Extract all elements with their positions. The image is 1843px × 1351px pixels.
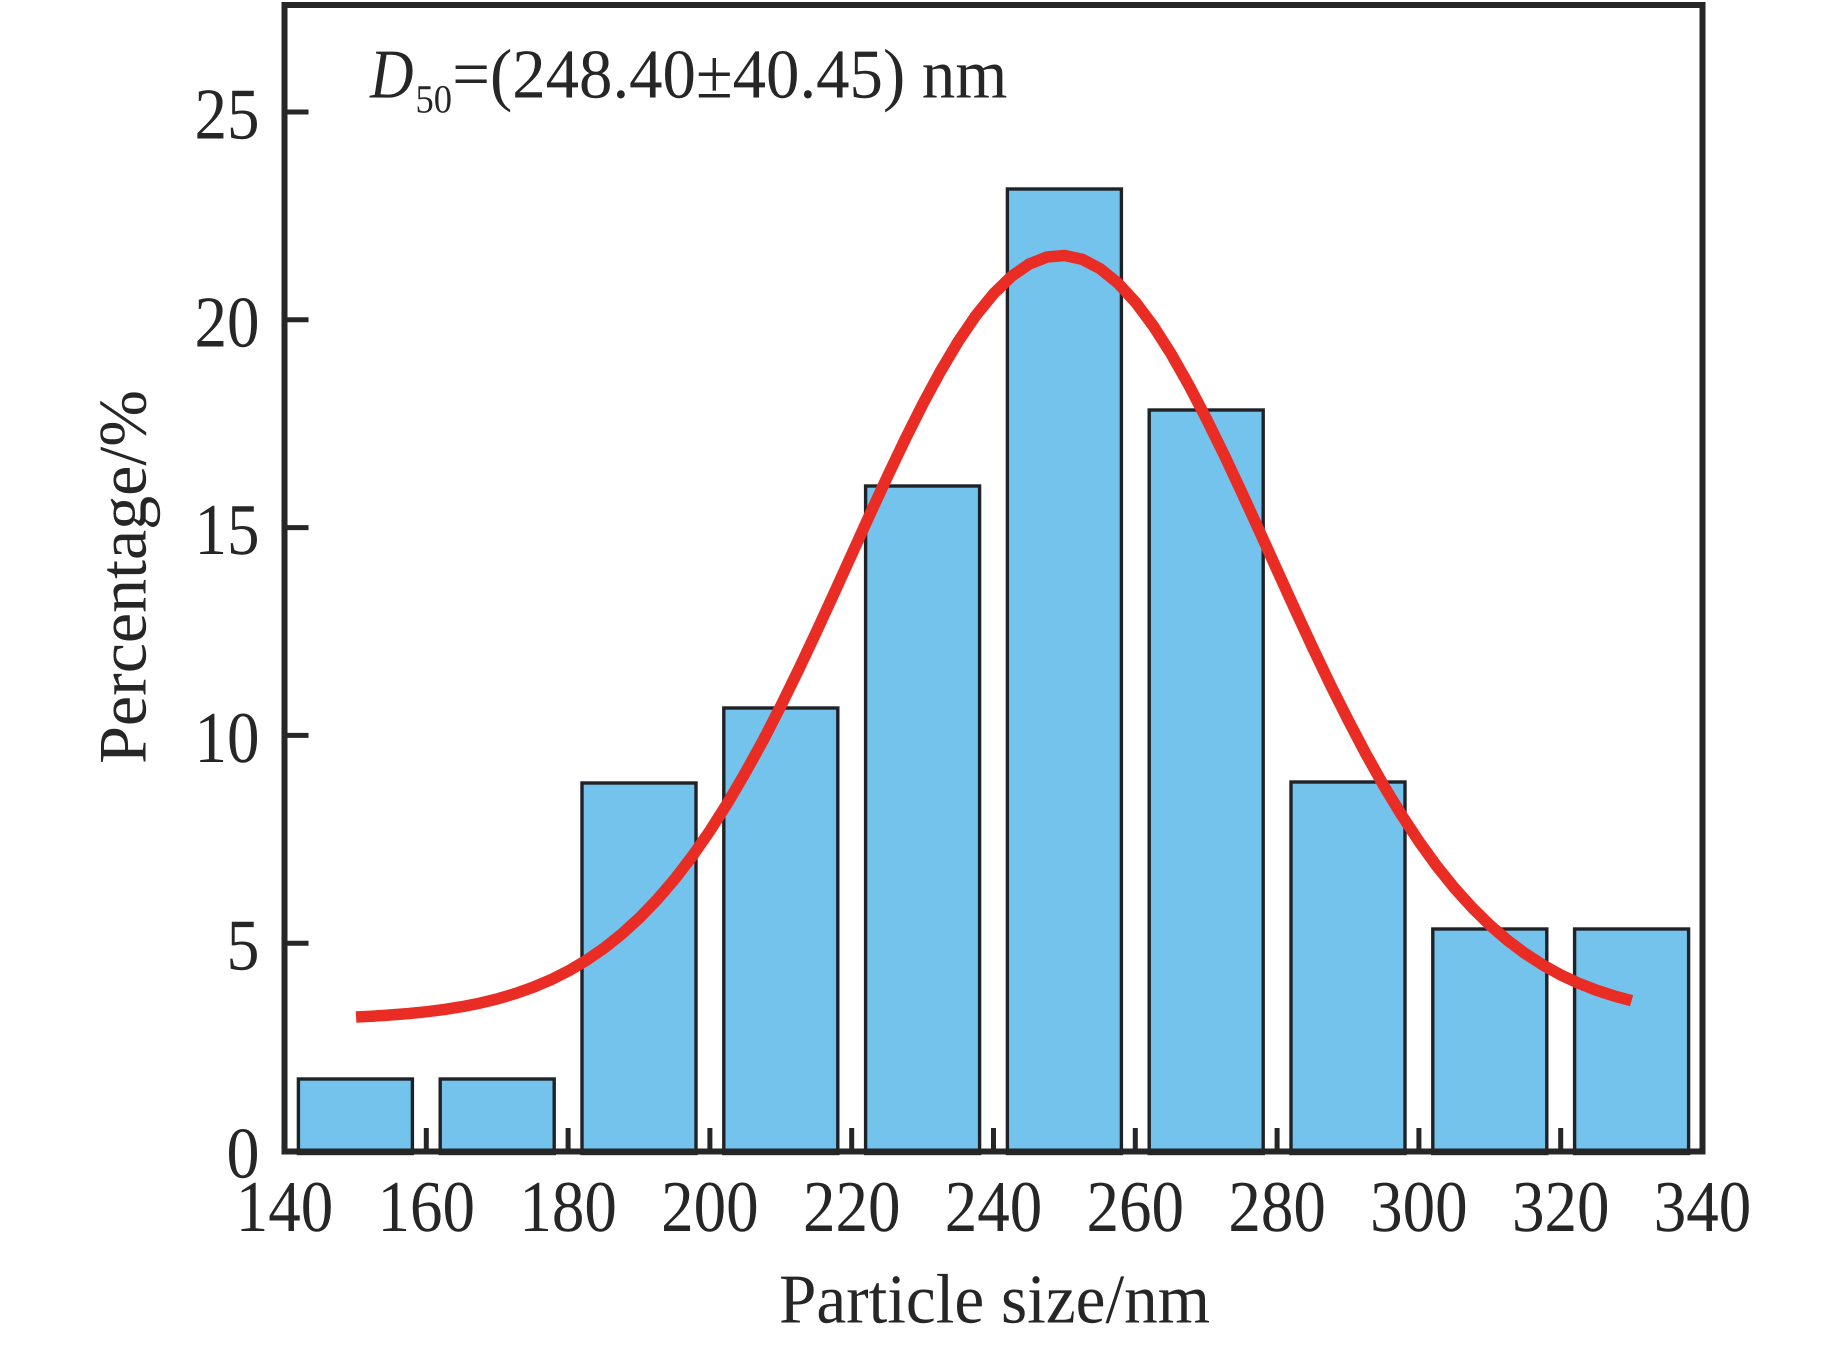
svg-text:0: 0 (227, 1113, 260, 1194)
svg-text:Particle size/nm: Particle size/nm (779, 1262, 1210, 1339)
svg-text:240: 240 (945, 1166, 1043, 1247)
svg-text:140: 140 (236, 1166, 334, 1247)
svg-text:Percentage/%: Percentage/% (85, 390, 161, 764)
svg-text:5: 5 (227, 905, 260, 986)
svg-text:260: 260 (1087, 1166, 1185, 1247)
svg-text:D: D (369, 37, 413, 114)
svg-text:10: 10 (195, 697, 260, 778)
svg-text:50: 50 (416, 77, 453, 122)
svg-text:25: 25 (195, 74, 260, 155)
svg-text:300: 300 (1370, 1166, 1468, 1247)
svg-text:280: 280 (1228, 1166, 1326, 1247)
svg-text:340: 340 (1654, 1166, 1752, 1247)
svg-text:180: 180 (519, 1166, 617, 1247)
svg-text:220: 220 (803, 1166, 901, 1247)
svg-text:15: 15 (195, 489, 260, 570)
svg-text:20: 20 (195, 281, 260, 362)
svg-text:320: 320 (1512, 1166, 1610, 1247)
svg-text:160: 160 (378, 1166, 476, 1247)
svg-text:200: 200 (661, 1166, 759, 1247)
svg-text:=(248.40±40.45) nm: =(248.40±40.45) nm (452, 37, 1007, 114)
